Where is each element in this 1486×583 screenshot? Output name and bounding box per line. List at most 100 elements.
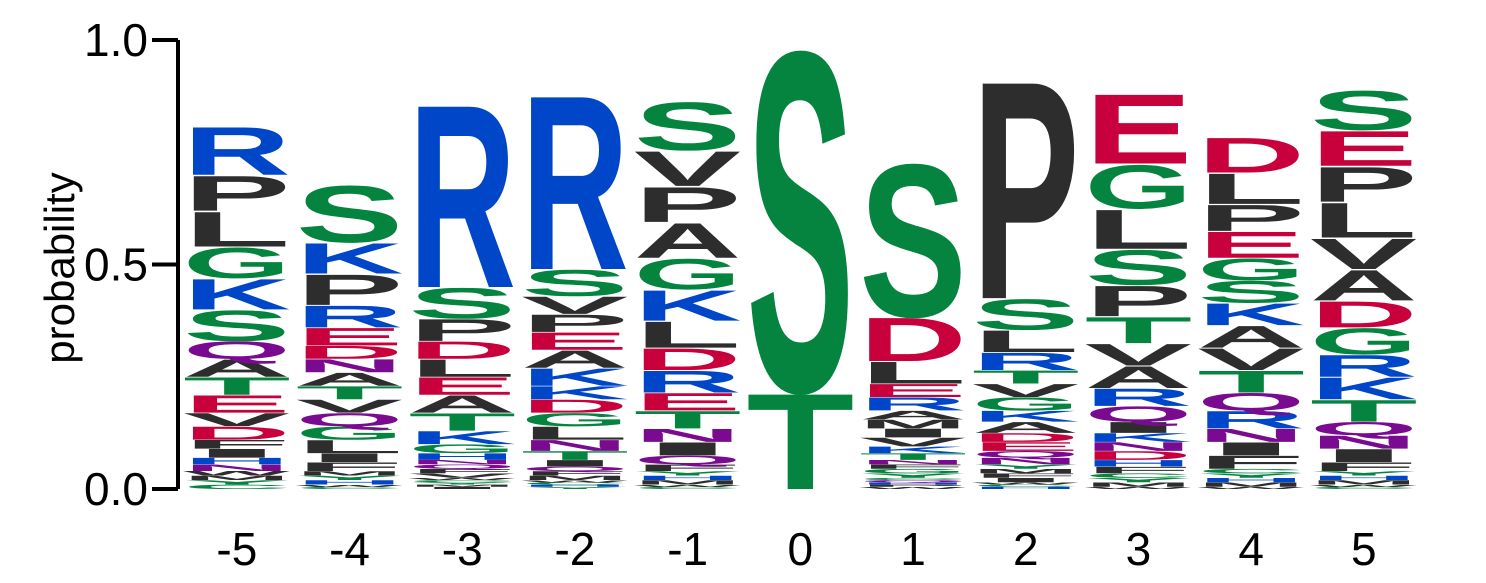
- logo-letter-E: E: [859, 380, 967, 401]
- logo-letter-R: R: [1085, 383, 1193, 411]
- logo-letter-V: V: [859, 435, 966, 449]
- logo-letter-V: V: [634, 141, 741, 197]
- logo-letter-R: R: [1197, 406, 1305, 434]
- logo-letter-A: A: [408, 390, 516, 418]
- logo-letter-C: C: [972, 484, 1080, 487]
- logo-letter-V: V: [1085, 337, 1192, 372]
- logo-letter-Q: Q: [408, 463, 516, 470]
- logo-letter-F: F: [183, 437, 291, 451]
- logo-letter-V: V: [408, 472, 515, 479]
- logo-letter-D: D: [1310, 294, 1418, 336]
- logo-letter-V: V: [972, 380, 1079, 401]
- logo-letter-T: T: [972, 367, 1080, 388]
- logo-letter-A: A: [972, 419, 1080, 436]
- logo-letter-S: S: [1197, 275, 1305, 310]
- logo-letter-I: I: [296, 451, 404, 465]
- logo-letter-S: S: [521, 262, 629, 304]
- logo-letter-K: K: [1310, 371, 1418, 406]
- logo-letter-Q: Q: [521, 465, 629, 472]
- logo-letter-Q: Q: [972, 449, 1080, 459]
- x-tick-label: -5: [216, 523, 257, 575]
- logo-letter-L: L: [1197, 165, 1305, 214]
- logo-letter-Y: Y: [1085, 477, 1193, 484]
- logo-letter-T: T: [1310, 393, 1418, 428]
- logo-letter-L: L: [859, 355, 967, 390]
- logo-letter-E: E: [296, 323, 404, 351]
- logo-letter-L: L: [1310, 193, 1418, 248]
- logo-letter-Q: Q: [1085, 402, 1193, 426]
- logo-letter-C: C: [1197, 468, 1305, 475]
- logo-letter-Y: Y: [296, 474, 404, 481]
- logo-letter-L: L: [408, 354, 516, 382]
- logo-letter-H: H: [859, 482, 967, 485]
- logo-letter-V: V: [1197, 342, 1304, 377]
- logo-letter-N: N: [296, 355, 404, 376]
- logo-letter-L: L: [183, 202, 291, 257]
- logo-letter-H: H: [183, 456, 291, 466]
- logo-letter-D: D: [408, 336, 516, 364]
- logo-letter-G: G: [859, 468, 967, 475]
- x-tick-label: -2: [554, 523, 595, 575]
- logo-letter-T: T: [296, 382, 404, 403]
- logo-letter-V: V: [1310, 229, 1417, 278]
- logo-letter-D: D: [296, 342, 404, 363]
- logo-letter-M: M: [1197, 481, 1305, 488]
- x-tick-label: 5: [1351, 523, 1377, 575]
- logo-letter-G: G: [521, 409, 629, 430]
- logo-letter-A: A: [183, 354, 291, 382]
- logo-letter-T: T: [183, 372, 291, 400]
- logo-letter-S: S: [972, 290, 1080, 339]
- logo-letter-M: M: [296, 470, 404, 477]
- logo-letter-S: S: [747, 0, 855, 494]
- logo-letter-F: F: [634, 463, 742, 473]
- logo-letter-M: M: [408, 484, 516, 487]
- logo-letter-Q: Q: [296, 409, 404, 430]
- logo-letter-M: M: [521, 474, 629, 481]
- logo-letter-W: W: [296, 484, 403, 487]
- logo-letter-L: L: [296, 436, 404, 457]
- logo-letter-W: W: [1085, 486, 1192, 489]
- logo-letter-I: I: [408, 486, 516, 489]
- logo-letters: CYMWNHIFDVETAQSKGLPRCWHYMFILGQVTANDERPKS…: [183, 0, 1418, 519]
- logo-letter-A: A: [1197, 319, 1305, 354]
- logo-letter-Y: Y: [521, 486, 629, 489]
- logo-letter-E: E: [1310, 121, 1418, 177]
- logo-letter-K: K: [859, 445, 967, 455]
- logo-letter-M: M: [972, 468, 1080, 475]
- logo-letter-R: R: [296, 299, 404, 334]
- logo-letter-L: L: [634, 314, 742, 356]
- logo-letter-M: M: [859, 417, 967, 431]
- logo-letter-L: L: [521, 423, 629, 444]
- logo-letter-N: N: [1085, 440, 1193, 454]
- logo-letter-N: N: [1197, 425, 1305, 446]
- logo-letter-Y: Y: [1310, 470, 1418, 477]
- logo-letter-W: W: [408, 477, 515, 480]
- logo-letter-D: D: [521, 396, 629, 417]
- logo-letter-Q: Q: [859, 479, 967, 483]
- logo-letter-G: G: [1085, 152, 1193, 222]
- logo-letter-K: K: [296, 235, 404, 283]
- x-axis: -5 -4 -3 -2 -1 0 1 2 3 4 5: [216, 523, 1376, 575]
- logo-letter-W: W: [972, 482, 1079, 485]
- logo-letter-H: H: [521, 484, 629, 487]
- logo-letter-K: K: [1197, 297, 1305, 332]
- x-tick-label: 4: [1238, 523, 1264, 575]
- logo-letter-G: G: [296, 423, 404, 444]
- logo-letter-V: V: [521, 292, 628, 320]
- logo-letter-H: H: [1310, 474, 1418, 481]
- logo-letter-K: K: [521, 363, 629, 391]
- logo-letter-Y: Y: [408, 482, 516, 485]
- logo-letter-E: E: [183, 390, 291, 418]
- logo-letter-P: P: [1310, 157, 1418, 213]
- logo-letter-T: T: [521, 449, 629, 463]
- logo-letter-K: K: [408, 427, 516, 448]
- logo-letter-T: T: [747, 366, 855, 519]
- logo-letter-R: R: [1310, 348, 1418, 383]
- logo-letter-R: R: [972, 347, 1080, 375]
- logo-letter-N: N: [1310, 432, 1418, 453]
- logo-letter-I: I: [183, 446, 291, 460]
- logo-letter-G: G: [1197, 252, 1305, 287]
- logo-letter-H: H: [296, 479, 404, 486]
- logo-letter-K: K: [1085, 431, 1193, 445]
- logo-letter-Q: Q: [1197, 388, 1305, 416]
